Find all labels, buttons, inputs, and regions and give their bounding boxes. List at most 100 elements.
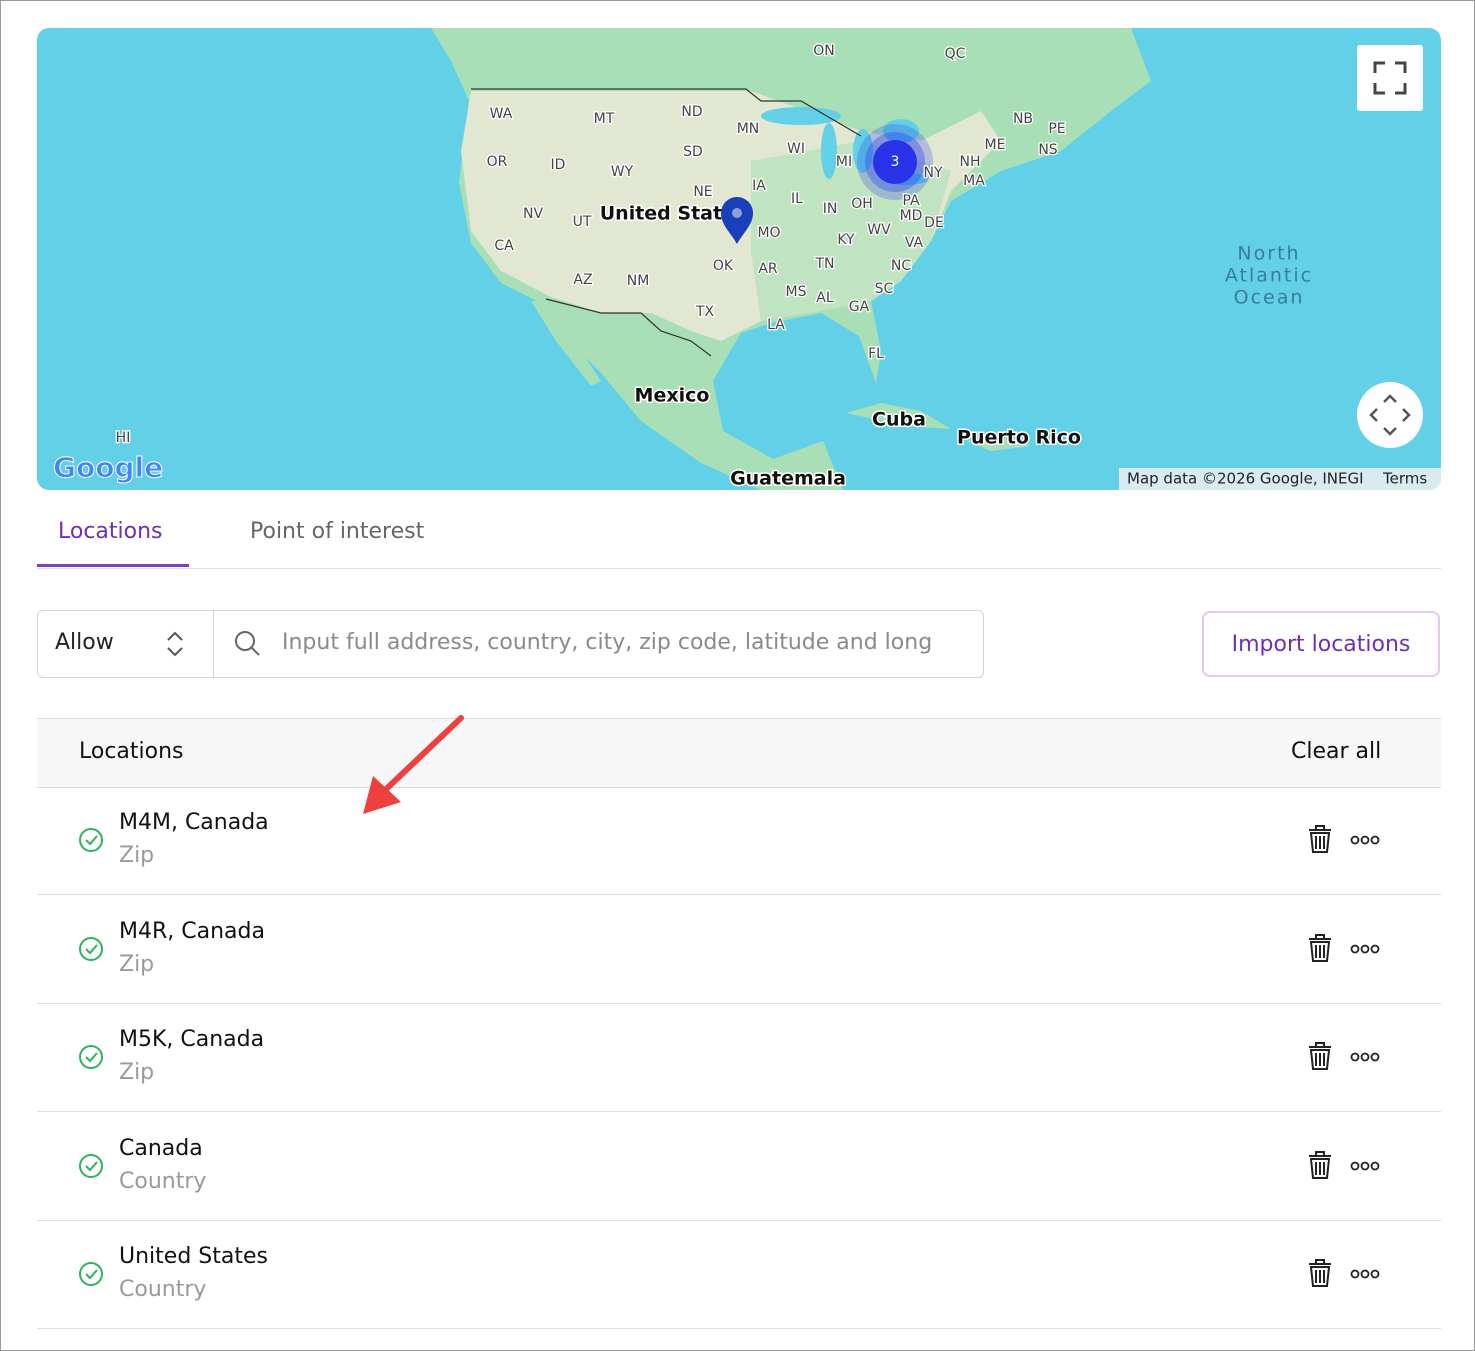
fullscreen-icon	[1373, 61, 1407, 95]
row-type: Country	[119, 1277, 207, 1302]
map-label: KY	[837, 232, 855, 248]
delete-button[interactable]	[1306, 1150, 1334, 1180]
baja	[531, 301, 601, 386]
map[interactable]: 3 ON QC WA MT ND MN NB PE NS ME OR ID SD WI MI NY NH MA WY…	[37, 28, 1441, 490]
more-button[interactable]	[1350, 1051, 1380, 1063]
dot	[1350, 1052, 1360, 1062]
row-divider	[37, 1219, 1441, 1221]
dot	[1360, 835, 1370, 845]
map-label: Mexico	[635, 385, 710, 407]
lake	[883, 119, 919, 143]
cuba	[846, 403, 951, 429]
map-label: IN	[823, 201, 838, 217]
map-label: CA	[494, 238, 514, 254]
map-label: TN	[814, 256, 834, 272]
delete-button[interactable]	[1306, 824, 1334, 854]
fullscreen-button[interactable]	[1357, 45, 1423, 111]
more-button[interactable]	[1350, 943, 1380, 955]
map-label: WY	[611, 164, 634, 180]
check-circle	[79, 1262, 103, 1286]
map-label: AZ	[573, 272, 592, 288]
border	[545, 298, 712, 357]
map-label: Cuba	[872, 409, 926, 431]
check-mark	[85, 943, 98, 954]
tab-active[interactable]: Locations	[58, 519, 163, 544]
attribution-bg	[1119, 468, 1441, 490]
map-label: MA	[963, 173, 985, 189]
row-type: Zip	[119, 843, 155, 868]
more-button[interactable]	[1350, 1160, 1380, 1172]
pin-dot	[732, 208, 742, 218]
check-mark	[85, 1160, 98, 1171]
map-label: ME	[985, 137, 1006, 153]
map-label: AR	[758, 261, 778, 277]
map-label: NC	[891, 258, 911, 274]
delete-button[interactable]	[1306, 1258, 1334, 1288]
check-circle	[79, 936, 103, 961]
map-label: IA	[752, 178, 766, 194]
dot	[1350, 1269, 1360, 1279]
search-icon	[235, 631, 260, 656]
map-label: AL	[816, 290, 834, 306]
row-divider	[37, 1002, 1441, 1004]
lake	[761, 107, 841, 125]
dot	[1350, 944, 1360, 953]
delete-button[interactable]	[1306, 1041, 1334, 1071]
dot	[1370, 1269, 1380, 1279]
map-label: UT	[573, 214, 592, 230]
map-label: SC	[875, 281, 894, 297]
check-circle	[79, 828, 103, 852]
map-label: OR	[487, 154, 508, 170]
row-divider	[37, 1111, 1441, 1112]
more-button[interactable]	[1350, 834, 1380, 846]
terms-link[interactable]: Terms	[1382, 470, 1427, 488]
dot	[1360, 1052, 1370, 1062]
search-input[interactable]: Input full address, country, city, zip c…	[282, 630, 933, 655]
more-button[interactable]	[1350, 1268, 1380, 1280]
clear-all[interactable]: Clear all	[1291, 739, 1382, 764]
map-label: OK	[713, 258, 734, 274]
header-title: Locations	[79, 739, 184, 764]
divider	[37, 568, 1441, 569]
map-label: ID	[551, 157, 566, 173]
map-label: PA	[902, 193, 920, 209]
search-divider	[213, 611, 214, 677]
dot	[1350, 835, 1360, 845]
map-label: NE	[693, 184, 712, 200]
map-label: QC	[945, 46, 966, 62]
map-label: MO	[757, 225, 780, 241]
import-button[interactable]: Import locations	[1202, 611, 1440, 677]
status-check	[79, 1045, 103, 1069]
trash-icon	[1309, 1150, 1331, 1179]
map-label: WI	[787, 141, 805, 157]
mode-select[interactable]: Allow	[55, 630, 114, 655]
map-label: FL	[868, 346, 884, 362]
dot	[1360, 944, 1370, 953]
pin[interactable]	[721, 197, 753, 244]
map-label: GA	[849, 299, 870, 315]
status-check	[79, 828, 103, 852]
recenter-button[interactable]	[1357, 382, 1423, 448]
cluster-count: 3	[891, 154, 900, 170]
row-name: M4M, Canada	[119, 810, 269, 835]
tab[interactable]: Point of interest	[250, 519, 425, 544]
cluster[interactable]	[873, 140, 917, 184]
check-circle	[79, 1045, 103, 1069]
google-logo: Google	[53, 451, 163, 484]
map-label: HI	[116, 430, 131, 446]
dot	[1370, 835, 1380, 845]
check-mark	[85, 835, 98, 846]
map-label: NB	[1013, 111, 1033, 127]
check-mark	[85, 1269, 98, 1280]
delete-button[interactable]	[1306, 933, 1334, 963]
dot	[1370, 944, 1380, 953]
check-mark	[85, 1052, 98, 1063]
map-label: ON	[813, 43, 835, 59]
row-name: Canada	[119, 1135, 203, 1161]
trash-icon	[1309, 825, 1331, 853]
map-canvas: 3 ON QC WA MT ND MN NB PE NS ME OR ID SD WI MI NY NH MA WY…	[37, 28, 1441, 490]
map-label: MN	[737, 121, 760, 137]
map-label: WV	[867, 222, 891, 238]
map-label: NH	[960, 154, 981, 170]
